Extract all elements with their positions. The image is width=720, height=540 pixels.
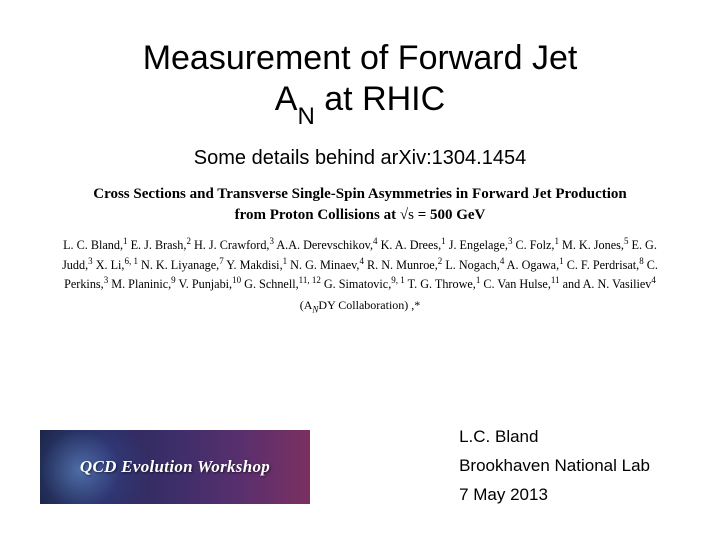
presenter-block: L.C. Bland Brookhaven National Lab 7 May… xyxy=(459,423,680,510)
slide-subtitle: Some details behind arXiv:1304.1454 xyxy=(40,147,680,170)
collab-open: (A xyxy=(300,298,313,312)
author-list: L. C. Bland,1 E. J. Brash,2 H. J. Crawfo… xyxy=(40,235,680,294)
title-line1: Measurement of Forward Jet xyxy=(143,39,578,77)
collaboration-line: (ANDY Collaboration) ,* xyxy=(40,298,680,314)
presenter-affiliation: Brookhaven National Lab xyxy=(459,452,650,481)
sqrt-symbol: √s xyxy=(400,207,414,223)
title-symbol-sub: N xyxy=(297,103,314,130)
slide: Measurement of Forward Jet AN at RHIC So… xyxy=(0,0,720,540)
slide-title: Measurement of Forward Jet AN at RHIC xyxy=(40,38,680,125)
title-symbol-base: A xyxy=(275,80,298,118)
workshop-banner: QCD Evolution Workshop xyxy=(40,430,310,504)
paper-title: Cross Sections and Transverse Single-Spi… xyxy=(30,184,690,225)
workshop-banner-text: QCD Evolution Workshop xyxy=(80,457,270,477)
collab-tail: DY Collaboration) ,* xyxy=(318,298,420,312)
bottom-row: QCD Evolution Workshop L.C. Bland Brookh… xyxy=(40,423,680,510)
presenter-name: L.C. Bland xyxy=(459,423,650,452)
paper-title-eq: = 500 GeV xyxy=(414,207,485,223)
title-line2-tail: at RHIC xyxy=(315,80,445,118)
paper-title-part1: Cross Sections and Transverse Single-Spi… xyxy=(93,186,626,202)
paper-title-part2-pre: from Proton Collisions at xyxy=(235,207,400,223)
presenter-date: 7 May 2013 xyxy=(459,481,650,510)
